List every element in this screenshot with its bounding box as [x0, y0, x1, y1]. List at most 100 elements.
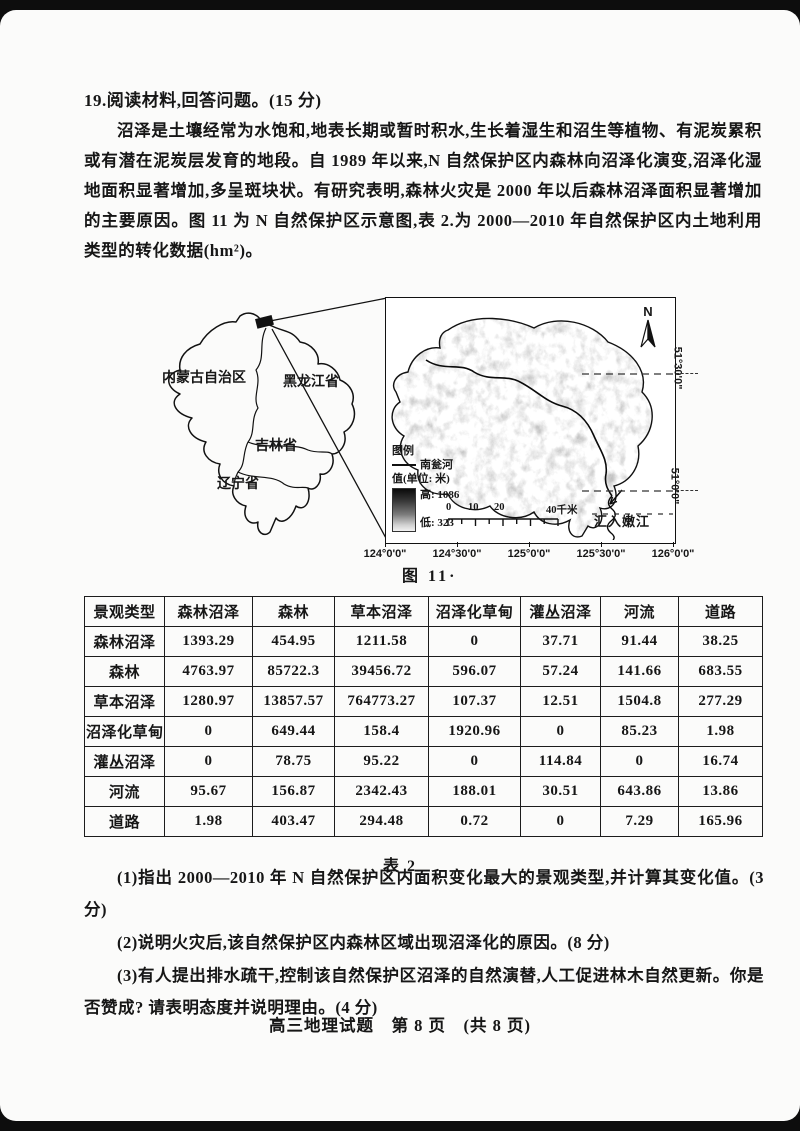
data-cell: 12.51 [520, 686, 601, 717]
data-cell: 0 [600, 746, 679, 777]
reserve-boundary [391, 317, 653, 538]
main-river [425, 359, 613, 497]
data-cell: 0 [164, 746, 253, 777]
figure-11: 内蒙古自治区 黑龙江省 吉林省 辽宁省 [0, 280, 800, 585]
border-jilin-liaoning [237, 471, 309, 489]
data-cell: 403.47 [252, 806, 335, 837]
data-cell: 764773.27 [334, 686, 429, 717]
lat-label-51-00: 51°0'0" [668, 467, 681, 505]
border-neimenggu-heilongjiang [247, 327, 267, 443]
legend-title: 图例 [392, 445, 414, 457]
lon-label-124-00: 124°0'0" [363, 548, 407, 560]
data-cell: 114.84 [520, 746, 601, 777]
table-row: 草本沼泽 1280.97 13857.57 764773.27 107.37 12.51 1… [84, 686, 763, 717]
row-header-cell: 森林沼泽 [84, 626, 165, 657]
leader-line-top [269, 297, 388, 322]
data-cell: 37.71 [520, 626, 601, 657]
paper-sheet: 19.阅读材料,回答问题。(15 分) 沼泽是土壤经常为水饱和,地表长期或暂时积… [0, 10, 800, 1121]
data-cell: 39456.72 [334, 656, 429, 687]
data-cell: 1211.58 [334, 626, 429, 657]
data-cell: 13857.57 [252, 686, 335, 717]
sub-question-1: (1)指出 2000—2010 年 N 自然保护区内面积变化最大的景观类型,并计… [84, 868, 764, 919]
sub-question-2: (2)说明火灾后,该自然保护区内森林区域出现沼泽化的原因。(8 分) [117, 933, 610, 952]
col-header: 草本沼泽 [334, 596, 429, 627]
river-outlet-squiggle [606, 495, 616, 540]
table-row: 森林沼泽 1393.29 454.95 1211.58 0 37.71 91.44 38.25 [84, 626, 763, 657]
lon-tick [673, 542, 674, 547]
col-header: 道路 [678, 596, 763, 627]
sub-questions: (1)指出 2000—2010 年 N 自然保护区内面积变化最大的景观类型,并计… [84, 862, 764, 1025]
river-line-symbol [392, 464, 416, 466]
compass-needle [640, 319, 656, 348]
row-header-cell: 森林 [84, 656, 165, 687]
data-cell: 85.23 [600, 716, 679, 747]
region-outline [168, 312, 356, 536]
legend-river-name: 南瓮河 [420, 459, 453, 471]
data-cell: 683.55 [678, 656, 763, 687]
row-header-cell: 草本沼泽 [84, 686, 165, 717]
lon-tick [601, 542, 602, 547]
data-cell: 78.75 [252, 746, 335, 777]
data-cell: 0.72 [428, 806, 521, 837]
table-row: 灌丛沼泽 0 78.75 95.22 0 114.84 0 16.74 [84, 746, 763, 777]
data-cell: 165.96 [678, 806, 763, 837]
scale-label-0: 0 [446, 502, 452, 513]
data-cell: 141.66 [600, 656, 679, 687]
scale-label-40: 40千米 [546, 505, 578, 516]
data-cell: 294.48 [334, 806, 429, 837]
legend-value-label: 值(单位: 米) [392, 473, 450, 485]
data-cell: 1.98 [678, 716, 763, 747]
province-label-heilongjiang: 黑龙江省 [283, 373, 339, 390]
data-cell: 57.24 [520, 656, 601, 687]
data-cell: 1280.97 [164, 686, 253, 717]
question-number-header: 19.阅读材料,回答问题。(15 分) [84, 91, 322, 110]
scale-ruler [447, 518, 559, 526]
col-header: 森林沼泽 [164, 596, 253, 627]
data-cell: 0 [520, 716, 601, 747]
data-cell: 91.44 [600, 626, 679, 657]
reserve-location-marker [255, 314, 274, 329]
landuse-conversion-table: 景观类型 森林沼泽 森林 草本沼泽 沼泽化草甸 灌丛沼泽 河流 道路 森林沼泽 1… [84, 596, 763, 837]
border-heilongjiang-jilin [247, 441, 333, 455]
province-label-liaoning: 辽宁省 [217, 475, 259, 492]
row-header-cell: 河流 [84, 776, 165, 807]
table-row: 道路 1.98 403.47 294.48 0.72 0 7.29 165.96 [84, 806, 763, 837]
data-cell: 30.51 [520, 776, 601, 807]
data-cell: 38.25 [678, 626, 763, 657]
lon-tick [457, 542, 458, 547]
scale-label-20: 20 [494, 502, 505, 513]
col-header: 灌丛沼泽 [520, 596, 601, 627]
data-cell: 0 [428, 746, 521, 777]
data-cell: 156.87 [252, 776, 335, 807]
elevation-gradient-swatch [392, 488, 416, 532]
lon-label-124-30: 124°30'0" [432, 548, 482, 560]
col-header: 沼泽化草甸 [428, 596, 521, 627]
data-cell: 0 [164, 716, 253, 747]
data-cell: 0 [520, 806, 601, 837]
data-cell: 7.29 [600, 806, 679, 837]
col-header: 河流 [600, 596, 679, 627]
data-cell: 95.22 [334, 746, 429, 777]
row-header-cell: 沼泽化草甸 [84, 716, 165, 747]
reserve-map-box: N 图例 南瓮河 值(单位: 米) [385, 297, 676, 544]
table-row: 沼泽化草甸 0 649.44 158.4 1920.96 0 85.23 1.98 [84, 716, 763, 747]
data-cell: 643.86 [600, 776, 679, 807]
north-label: N [643, 304, 653, 319]
data-cell: 158.4 [334, 716, 429, 747]
table-row: 森林 4763.97 85722.3 39456.72 596.07 57.24 141.6… [84, 656, 763, 687]
data-cell: 454.95 [252, 626, 335, 657]
province-label-jilin: 吉林省 [255, 437, 297, 454]
data-cell: 649.44 [252, 716, 335, 747]
lon-label-125-00: 125°0'0" [507, 548, 551, 560]
relief-terrain [391, 317, 673, 540]
data-cell: 1920.96 [428, 716, 521, 747]
row-header-cell: 灌丛沼泽 [84, 746, 165, 777]
table-row: 河流 95.67 156.87 2342.43 188.01 30.51 643.86 13.… [84, 776, 763, 807]
sub-question-3: (3)有人提出排水疏干,控制该自然保护区沼泽的自然演替,人工促进林木自然更新。你… [84, 966, 764, 1017]
province-label-neimenggu: 内蒙古自治区 [162, 369, 246, 386]
outflow-arrow [609, 489, 623, 505]
longitude-axis: 124°0'0" 124°30'0" 125°0'0" 125°30'0" 12… [0, 542, 760, 564]
data-cell: 85722.3 [252, 656, 335, 687]
leader-line-bottom [271, 328, 388, 541]
legend-elevation-low: 低: 323 [420, 517, 454, 529]
